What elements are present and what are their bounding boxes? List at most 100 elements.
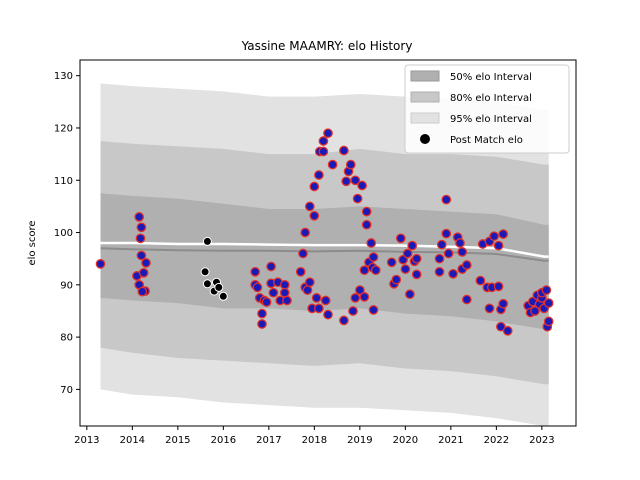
post-match-point [252,282,263,293]
y-tick-label: 80 [60,333,73,344]
post-match-point [461,260,472,270]
post-match-point [455,238,465,248]
post-match-point [137,286,148,297]
post-match-point [361,219,372,230]
y-axis-ticks: 70 80 90 100 110 120 130 [54,71,80,396]
post-match-point [489,231,499,242]
plot-area [95,83,554,426]
black-point [202,236,212,246]
post-match-point [323,309,333,320]
legend-marker-post-match [420,134,430,144]
median-line [100,247,549,262]
x-tick-label: 2014 [120,435,145,446]
post-match-point [314,170,324,180]
post-match-point [493,281,504,292]
y-tick-label: 120 [54,123,73,134]
x-tick-label: 2023 [529,435,554,446]
post-match-point [370,265,381,276]
post-match-point [461,294,472,305]
post-match-point [368,305,379,315]
x-axis-ticks: 2013 2014 2015 2016 2017 2018 2019 2020 2021 2022… [74,426,555,446]
interval-bands [100,83,549,426]
legend-swatch-95 [410,112,440,124]
y-tick-label: 90 [60,280,73,291]
legend-label-50: 50% elo Interval [450,72,532,83]
post-match-point [355,285,365,295]
post-match-point [357,180,367,191]
post-match-point [134,212,145,222]
chart-title: Yassine MAAMRY: elo History [241,39,413,53]
post-match-point [475,275,486,286]
y-tick-label: 110 [54,176,73,187]
post-match-point [434,266,445,277]
post-match-point [141,258,151,268]
post-match-point [298,248,308,259]
post-match-point [282,295,292,306]
post-match-point [350,175,361,186]
post-match-point [250,266,261,277]
x-tick-label: 2018 [302,435,327,446]
post-match-point [257,308,267,319]
post-match-point [304,201,315,212]
y-tick-label: 130 [54,71,73,82]
post-match-point [341,176,352,187]
post-match-point [300,227,311,238]
band-50 [100,193,549,330]
post-match-point [457,247,468,257]
post-match-point [309,181,320,192]
post-match-point [484,303,495,314]
post-match-point [359,292,370,302]
trend-lines [100,241,549,262]
post-match-point [345,159,356,170]
black-point [214,282,224,292]
legend-swatch-50 [410,70,440,82]
post-match-point [304,277,315,288]
black-point [202,279,212,289]
x-tick-label: 2022 [484,435,509,446]
post-match-point [350,293,361,303]
post-match-point [136,250,147,261]
x-tick-label: 2016 [211,435,236,446]
x-tick-label: 2021 [438,435,463,446]
post-match-point [268,287,279,298]
black-point [218,291,228,301]
mean-line [100,241,549,258]
black-point [200,267,210,277]
post-match-point [295,266,306,277]
y-tick-label: 100 [54,228,73,239]
post-match-point [498,229,509,239]
post-match-point [95,259,106,269]
post-match-point [434,253,445,264]
post-match-point [441,194,452,205]
post-match-point [318,136,329,146]
post-match-point [493,240,504,251]
x-tick-label: 2015 [165,435,190,446]
post-match-point [541,285,552,295]
post-match-point [368,252,379,262]
post-match-point [339,145,349,156]
post-match-point [138,267,149,278]
post-match-point [395,233,406,244]
x-tick-label: 2019 [347,435,372,446]
axes-frame [79,59,577,427]
post-match-point [309,210,320,221]
x-tick-label: 2020 [393,435,418,446]
post-match-point [323,128,333,139]
post-match-point [311,293,322,303]
post-match-point [386,257,397,268]
post-match-point [135,233,146,244]
post-match-point [405,289,415,300]
post-match-point [411,253,422,264]
y-axis-title: elo score [27,220,38,265]
legend-label-80: 80% elo Interval [450,93,532,104]
post-match-point [314,303,324,314]
legend: 50% elo Interval 80% elo Interval 95% el… [404,64,570,154]
post-match-point [266,261,276,272]
post-match-point [348,306,358,316]
post-match-point [261,297,272,307]
legend-frame [404,64,570,154]
post-match-point [359,265,370,276]
post-match-point [496,321,506,332]
post-match-point [448,268,458,279]
